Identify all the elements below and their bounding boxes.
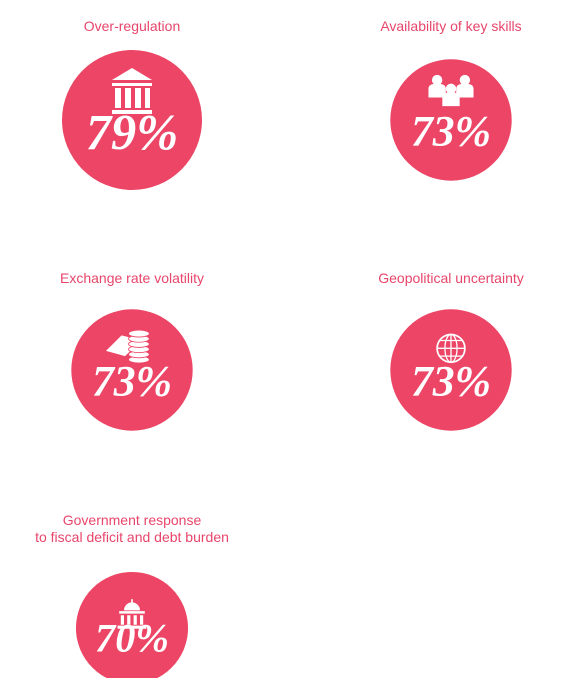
bubble xyxy=(390,309,512,431)
icon xyxy=(444,333,458,363)
bubble xyxy=(62,50,202,190)
item-label: Geopolitical uncertainty xyxy=(378,270,524,286)
icon xyxy=(431,74,443,86)
icon xyxy=(437,334,465,363)
icon xyxy=(112,68,152,114)
item-label: Availability of key skills xyxy=(380,18,522,34)
value-label: 73% xyxy=(411,357,491,405)
icon-group xyxy=(117,599,147,629)
value-label: 79% xyxy=(86,104,178,160)
item-label: Exchange rate volatility xyxy=(60,270,204,286)
icon-group xyxy=(436,333,466,364)
icon xyxy=(456,83,474,98)
icon-group xyxy=(112,68,152,114)
icon xyxy=(459,74,471,86)
icon xyxy=(428,83,446,98)
bubble xyxy=(390,59,512,181)
icon xyxy=(442,92,460,107)
item-label: Government response to fiscal deficit an… xyxy=(35,512,229,545)
value-label: 70% xyxy=(95,616,169,661)
icon xyxy=(117,599,147,629)
value-label: 73% xyxy=(411,107,491,155)
bubble xyxy=(75,571,189,678)
bubble xyxy=(71,309,193,431)
item-label: Over-regulation xyxy=(83,18,181,34)
value-label: 73% xyxy=(92,357,172,405)
icon xyxy=(128,329,150,338)
icon-group xyxy=(105,329,150,364)
icon xyxy=(445,83,457,94)
icon-group xyxy=(428,74,474,107)
